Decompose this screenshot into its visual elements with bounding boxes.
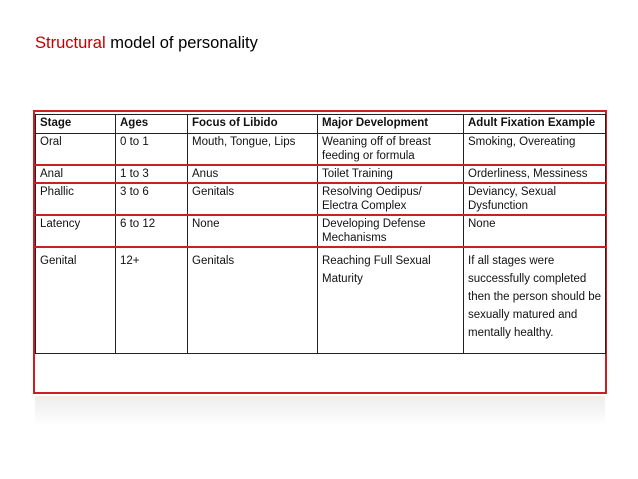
header-ages: Ages (115, 114, 188, 134)
cell-stage: Anal (35, 164, 116, 184)
cell-focus: None (187, 214, 318, 248)
cell-focus: Genitals (187, 246, 318, 354)
cell-fixation: Orderliness, Messiness (463, 164, 606, 184)
cell-development: Developing Defense Mechanisms (317, 214, 464, 248)
table-row: Phallic 3 to 6 Genitals Resolving Oedipu… (35, 182, 606, 216)
cell-development: Weaning off of breast feeding or formula (317, 133, 464, 166)
cell-fixation: None (463, 214, 606, 248)
cell-stage: Genital (35, 246, 116, 354)
cell-focus: Anus (187, 164, 318, 184)
header-stage: Stage (35, 114, 116, 134)
cell-development: Resolving Oedipus/ Electra Complex (317, 182, 464, 216)
cell-focus: Mouth, Tongue, Lips (187, 133, 318, 166)
cell-ages: 6 to 12 (115, 214, 188, 248)
cell-focus: Genitals (187, 182, 318, 216)
cell-development: Reaching Full Sexual Maturity (317, 246, 464, 354)
cell-stage: Latency (35, 214, 116, 248)
header-major-development: Major Development (317, 114, 464, 134)
table-row: Oral 0 to 1 Mouth, Tongue, Lips Weaning … (35, 133, 606, 166)
table-row: Genital 12+ Genitals Reaching Full Sexua… (35, 246, 606, 354)
cell-fixation: Smoking, Overeating (463, 133, 606, 166)
slide-title: Structural model of personality (35, 34, 258, 53)
cell-ages: 1 to 3 (115, 164, 188, 184)
cell-fixation: Deviancy, Sexual Dysfunction (463, 182, 606, 216)
table-row: Latency 6 to 12 None Developing Defense … (35, 214, 606, 248)
cell-ages: 0 to 1 (115, 133, 188, 166)
slide-title-accent: Structural (35, 34, 106, 52)
cell-development: Toilet Training (317, 164, 464, 184)
table-reflection (35, 396, 605, 426)
cell-stage: Phallic (35, 182, 116, 216)
table-row: Anal 1 to 3 Anus Toilet Training Orderli… (35, 164, 606, 184)
cell-stage: Oral (35, 133, 116, 166)
psychosexual-stages-table: Stage Ages Focus of Libido Major Develop… (35, 114, 606, 354)
cell-ages: 12+ (115, 246, 188, 354)
cell-fixation: If all stages were successfully complete… (463, 246, 606, 354)
cell-ages: 3 to 6 (115, 182, 188, 216)
header-adult-fixation-example: Adult Fixation Example (463, 114, 606, 134)
slide-title-rest: model of personality (105, 34, 258, 52)
table-header-row: Stage Ages Focus of Libido Major Develop… (35, 114, 606, 134)
header-focus-of-libido: Focus of Libido (187, 114, 318, 134)
